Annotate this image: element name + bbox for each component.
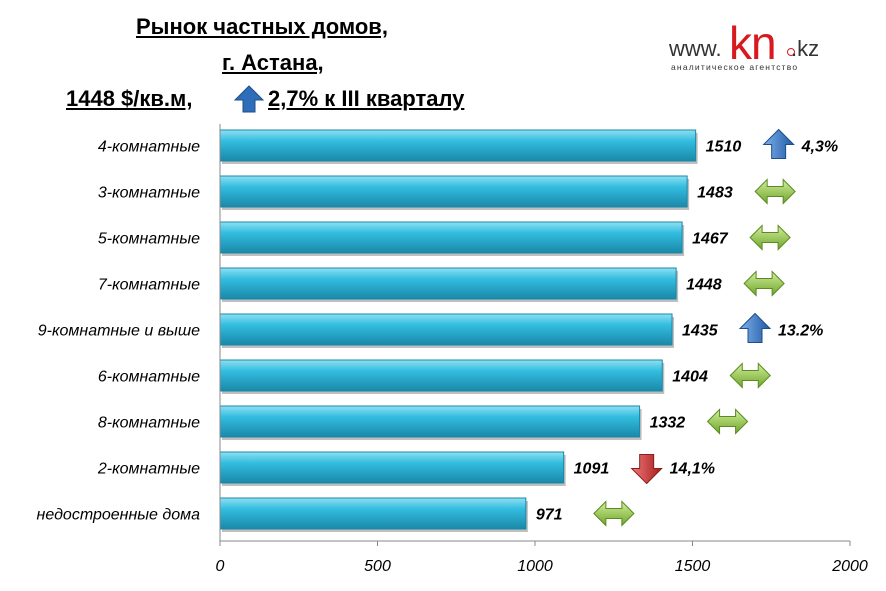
bar	[219, 175, 688, 208]
value-label: 1404	[672, 369, 708, 386]
arrow-left-right-icon	[593, 500, 635, 527]
arrow-down-icon	[630, 454, 663, 485]
bar	[219, 497, 527, 530]
change-label: 13.2%	[778, 323, 823, 340]
value-label: 1467	[692, 231, 729, 248]
category-label: 8-комнатные	[98, 415, 200, 432]
bar	[219, 313, 673, 346]
logo-subtitle: аналитическое агентство	[671, 62, 799, 72]
x-tick-label: 1000	[517, 558, 553, 575]
value-label: 1091	[574, 461, 610, 478]
value-label: 1448	[686, 277, 722, 294]
arrow-up-icon	[738, 312, 772, 343]
arrow-left-right-icon	[743, 270, 785, 297]
arrow-left-right-icon	[749, 224, 791, 251]
category-label: 3-комнатные	[98, 185, 200, 202]
category-label: недостроенные дома	[37, 507, 201, 524]
value-label: 971	[536, 507, 563, 524]
x-tick-label: 0	[216, 558, 225, 575]
chart-title-change: 2,7% к III кварталу	[268, 86, 465, 111]
logo-www: www.	[669, 36, 722, 61]
logo-kn: kn	[729, 17, 777, 69]
change-label: 14,1%	[670, 461, 715, 478]
arrow-left-right-icon	[729, 362, 771, 389]
arrow-left-right-icon	[754, 178, 796, 205]
change-label: 4,3%	[801, 139, 838, 156]
chart-title-line1: Рынок частных домов,	[136, 14, 388, 39]
value-label: 1510	[706, 139, 742, 156]
category-label: 9-комнатные и выше	[38, 323, 200, 340]
logo-dot-icon	[787, 48, 795, 56]
arrow-up-icon	[762, 128, 795, 159]
logo-kz: .kz	[791, 36, 820, 61]
kn-logo: www. kn .kz аналитическое агентство	[669, 17, 829, 74]
bar	[219, 129, 697, 162]
value-label: 1483	[697, 185, 733, 202]
bar	[219, 405, 641, 438]
category-label: 2-комнатные	[97, 461, 200, 478]
arrow-left-right-icon	[706, 408, 749, 435]
bar	[219, 221, 683, 254]
category-label: 5-комнатные	[98, 231, 200, 248]
category-label: 4-комнатные	[98, 139, 200, 156]
bar	[219, 359, 663, 392]
x-tick-label: 500	[364, 558, 391, 575]
chart-title-line2: г. Астана,	[222, 50, 324, 75]
bar	[219, 267, 677, 300]
title-arrow-up-icon	[233, 85, 265, 113]
chart-title-price: 1448 $/кв.м,	[66, 86, 193, 111]
value-label: 1332	[650, 415, 686, 432]
bar	[219, 451, 565, 484]
x-tick-label: 1500	[675, 558, 711, 575]
value-label: 1435	[682, 323, 719, 340]
category-label: 6-комнатные	[98, 369, 200, 386]
x-tick-label: 2000	[831, 558, 868, 575]
category-label: 7-комнатные	[98, 277, 200, 294]
